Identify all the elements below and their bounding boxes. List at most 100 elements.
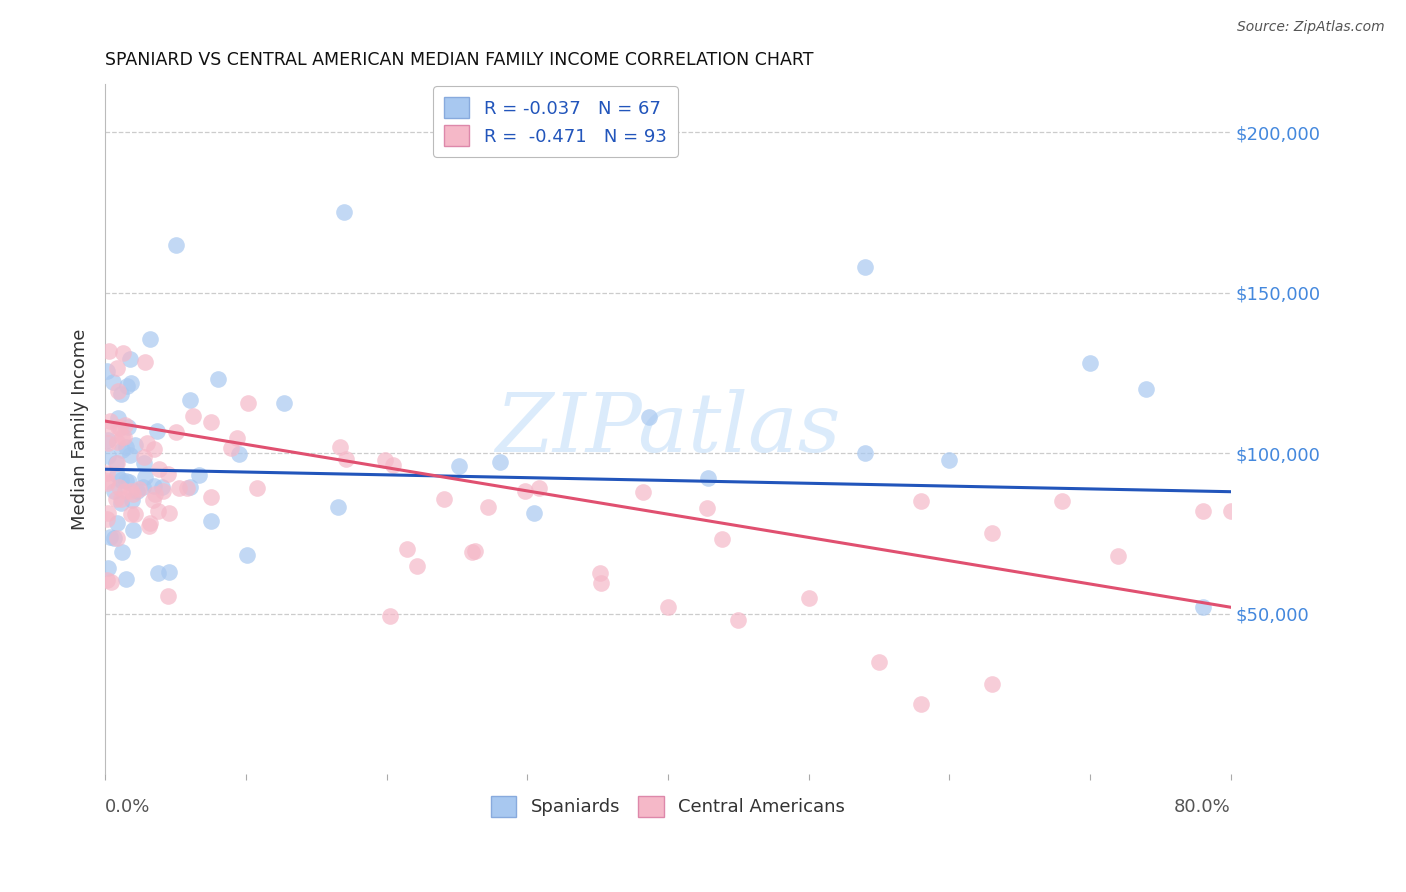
Point (115, 474, 138, 488)
Point (139, 332, 162, 346)
Point (121, 487, 143, 501)
Point (464, 544, 486, 558)
Point (1107, 549, 1129, 563)
Point (112, 346, 135, 360)
Point (374, 453, 396, 467)
Point (96, 364, 118, 378)
Point (1191, 600, 1213, 615)
Point (110, 474, 132, 488)
Point (115, 573, 138, 587)
Point (179, 393, 201, 408)
Point (152, 483, 174, 498)
Point (697, 471, 720, 485)
Point (157, 467, 180, 481)
Point (120, 507, 142, 521)
Point (246, 481, 269, 495)
Point (152, 480, 174, 494)
Point (335, 452, 357, 467)
Point (96, 574, 118, 588)
Point (236, 396, 259, 410)
Point (980, 526, 1002, 541)
Point (108, 480, 131, 494)
Text: ZIPatlas: ZIPatlas (495, 389, 841, 469)
Point (103, 531, 125, 545)
Point (110, 387, 132, 401)
Point (447, 459, 470, 474)
Point (114, 484, 136, 499)
Point (523, 506, 546, 520)
Point (105, 456, 128, 470)
Point (157, 507, 180, 521)
Point (148, 462, 170, 476)
Point (110, 492, 132, 507)
Text: 0.0%: 0.0% (105, 798, 150, 816)
Point (100, 574, 122, 589)
Point (118, 448, 141, 462)
Point (145, 425, 167, 439)
Point (176, 482, 198, 496)
Point (97, 434, 120, 448)
Point (181, 409, 204, 423)
Point (200, 415, 222, 429)
Point (143, 478, 166, 492)
Point (103, 483, 125, 498)
Text: 80.0%: 80.0% (1174, 798, 1230, 816)
Point (105, 456, 128, 470)
Point (97, 561, 120, 575)
Point (97, 449, 120, 463)
Point (117, 419, 139, 434)
Point (114, 440, 136, 454)
Point (167, 481, 190, 495)
Point (225, 431, 247, 445)
Point (910, 697, 932, 711)
Point (188, 468, 211, 483)
Point (107, 384, 129, 399)
Point (97, 343, 120, 358)
Point (97, 420, 120, 434)
Text: Source: ZipAtlas.com: Source: ZipAtlas.com (1237, 20, 1385, 34)
Point (122, 523, 145, 537)
Point (696, 501, 718, 516)
Point (107, 410, 129, 425)
Point (136, 436, 159, 450)
Point (381, 458, 404, 472)
Point (333, 205, 356, 219)
Point (868, 655, 890, 669)
Y-axis label: Median Family Income: Median Family Income (72, 328, 89, 530)
Point (96, 466, 118, 480)
Point (273, 395, 295, 409)
Point (527, 482, 550, 496)
Point (132, 456, 155, 470)
Point (96, 511, 118, 525)
Point (118, 351, 141, 366)
Point (104, 491, 127, 506)
Point (134, 450, 156, 465)
Legend: Spaniards, Central Americans: Spaniards, Central Americans (484, 789, 852, 823)
Point (460, 545, 482, 559)
Point (108, 421, 131, 435)
Point (219, 442, 242, 456)
Point (134, 470, 156, 484)
Point (378, 609, 401, 624)
Point (329, 441, 352, 455)
Point (589, 566, 612, 580)
Point (139, 516, 162, 530)
Point (114, 417, 136, 432)
Point (157, 565, 180, 579)
Point (1050, 494, 1073, 508)
Point (145, 487, 167, 501)
Point (120, 376, 142, 390)
Point (124, 507, 146, 521)
Point (433, 491, 456, 506)
Point (105, 361, 128, 376)
Point (710, 533, 733, 547)
Point (118, 475, 141, 489)
Point (853, 446, 876, 460)
Point (488, 455, 510, 469)
Point (111, 430, 134, 444)
Point (938, 452, 960, 467)
Point (657, 600, 679, 615)
Point (138, 519, 160, 533)
Point (1135, 382, 1157, 396)
Point (112, 429, 135, 443)
